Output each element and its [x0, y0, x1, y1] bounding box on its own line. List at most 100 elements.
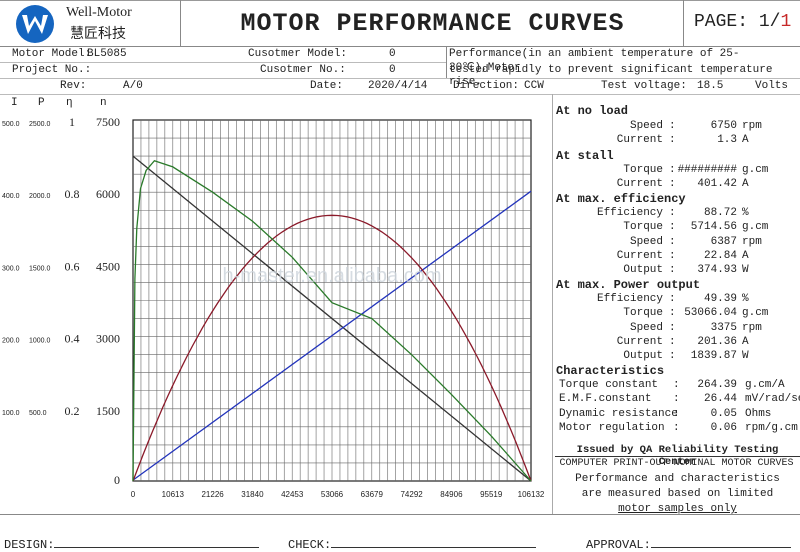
direction-value: CCW	[524, 80, 544, 92]
param-unit: g.cm	[742, 307, 769, 320]
watermark-text: h-master.en.alibaba.com	[222, 265, 441, 287]
axis-header-eta: η	[66, 97, 73, 109]
check-signature-line[interactable]	[331, 536, 537, 548]
brand-name: Well-Motor	[66, 5, 132, 20]
param-value: 6750	[710, 120, 737, 132]
approval-field: APPROVAL:	[586, 536, 791, 552]
param-value: 201.36	[697, 335, 737, 348]
param-colon: :	[669, 164, 676, 176]
axis-i-tick-label: 300.0	[2, 265, 20, 272]
param-row: Output: 374.93 W	[555, 264, 800, 278]
param-label: Speed	[629, 235, 663, 248]
rev-label: Rev:	[60, 80, 87, 92]
param-label: Efficiency	[596, 293, 663, 305]
x-tick-label: 106132	[518, 490, 545, 499]
param-value: 374.93	[697, 264, 737, 277]
param-label: Output	[623, 264, 663, 277]
check-field: CHECK:	[288, 536, 537, 552]
param-unit: %	[742, 207, 749, 219]
issued-line3: are measured based on limited	[581, 488, 774, 500]
x-tick-label: 31840	[241, 490, 264, 499]
param-unit: W	[742, 350, 749, 363]
design-field: DESIGN:	[4, 536, 260, 552]
param-colon: :	[669, 120, 676, 132]
param-row: Dynamic resistance: 0.05 Ohms	[555, 408, 800, 422]
x-tick-label: 42453	[281, 490, 304, 499]
design-signature-line[interactable]	[54, 536, 260, 548]
param-colon: :	[673, 393, 680, 406]
axis-n-tick-label: 1500	[96, 404, 120, 418]
param-row: Speed: 6750 rpm	[555, 120, 800, 134]
param-row: Current: 201.36 A	[555, 336, 800, 350]
x-tick-label: 95519	[480, 490, 503, 499]
project-label: Project No.:	[12, 64, 92, 76]
param-label: E.M.F.constant	[559, 393, 652, 406]
customer-model-label: Cusotmer Model:	[248, 48, 348, 60]
axis-header-p: P	[38, 97, 45, 109]
param-colon: :	[669, 335, 676, 348]
param-value: 5714.56	[690, 221, 737, 234]
x-tick-label: 53066	[321, 490, 344, 499]
axis-p-tick-label: 1500.0	[29, 265, 51, 272]
note-line1: Performance(in an ambient temperature of…	[449, 48, 740, 74]
param-row: Output: 1839.87 W	[555, 350, 800, 364]
section-title-characteristics: Characteristics	[556, 364, 665, 378]
section-title-stall: At stall	[556, 149, 614, 163]
param-row: Current: 22.84 A	[555, 250, 800, 264]
axis-p-tick-label: 500.0	[29, 410, 47, 417]
param-value: 49.39	[703, 293, 737, 305]
design-label: DESIGN:	[4, 538, 55, 552]
param-value: 3375	[710, 321, 737, 334]
series-power-line	[132, 214, 532, 482]
axis-i-tick-label: 100.0	[2, 410, 20, 417]
axis-n-tick-label: 3000	[96, 332, 120, 346]
param-value: 53066.04	[684, 307, 737, 320]
series-speed-line	[132, 155, 532, 482]
axis-n-tick-label: 6000	[96, 187, 120, 201]
param-unit: rpm/g.cm	[745, 421, 798, 434]
axis-eta-tick-label: 0.8	[65, 187, 80, 201]
param-value: 0.05	[710, 407, 737, 420]
axis-i-tick-label: 200.0	[2, 338, 20, 345]
param-label: Torque	[623, 164, 663, 176]
issued-line4: motor samples only	[618, 503, 737, 515]
approval-signature-line[interactable]	[650, 536, 791, 548]
rev-value: A/0	[123, 80, 143, 92]
param-colon: :	[669, 307, 676, 320]
x-tick-label: 74292	[400, 490, 423, 499]
param-row: Torque constant: 264.39 g.cm/A	[555, 379, 800, 393]
param-row: Motor regulation: 0.06 rpm/g.cm	[555, 422, 800, 436]
param-colon: :	[673, 407, 680, 420]
param-row: Torque: 5714.56 g.cm	[555, 221, 800, 235]
section-title-max-power: At max. Power output	[556, 278, 701, 292]
param-unit: %	[742, 293, 749, 305]
param-unit: A	[742, 134, 749, 146]
param-unit: mV/rad/sec	[745, 393, 800, 406]
param-colon: :	[669, 350, 676, 363]
axis-header-i: I	[11, 97, 18, 109]
section-title-no-load: At no load	[556, 104, 629, 118]
param-colon: :	[669, 264, 676, 277]
param-unit: A	[742, 249, 749, 262]
param-unit: rpm	[742, 120, 762, 132]
param-label: Current	[616, 134, 663, 146]
page-sep: /	[769, 12, 781, 32]
param-row: Speed: 6387 rpm	[555, 236, 800, 250]
param-colon: :	[669, 321, 676, 334]
param-row: Speed: 3375 rpm	[555, 322, 800, 336]
x-tick-label: 0	[131, 490, 136, 499]
x-tick-label: 21226	[201, 490, 224, 499]
param-colon: :	[669, 207, 676, 219]
param-value: 0.06	[710, 421, 737, 434]
motor-model-value: BL5085	[87, 48, 127, 60]
param-label: Current	[616, 249, 663, 262]
param-colon: :	[673, 421, 680, 434]
param-unit: A	[742, 178, 749, 190]
param-unit: A	[742, 335, 749, 348]
approval-label: APPROVAL:	[586, 538, 651, 552]
param-row: Efficiency: 49.39%	[555, 293, 800, 307]
customer-no-label: Cusotmer No.:	[260, 64, 346, 76]
axis-n-tick-label: 7500	[96, 115, 120, 129]
param-unit: W	[742, 264, 749, 277]
axis-n-tick-label: 4500	[96, 259, 120, 273]
